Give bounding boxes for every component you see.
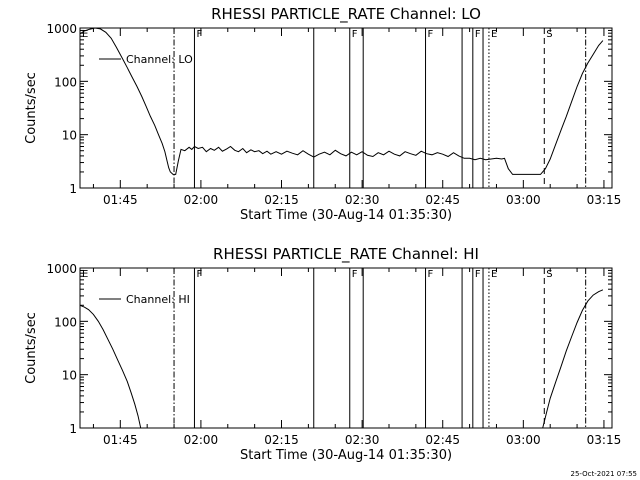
footer-timestamp: 25-Oct-2021 07:55 (571, 470, 637, 478)
event-label: F (352, 29, 358, 40)
series-line (542, 289, 604, 428)
series-line (80, 304, 142, 428)
event-label: S (546, 29, 552, 40)
event-label: F (475, 269, 481, 280)
y-tick-label: 10 (62, 369, 77, 383)
x-tick-label: 02:45 (425, 433, 460, 447)
event-label: F (352, 269, 358, 280)
chart-title: RHESSI PARTICLE_RATE Channel: HI (213, 245, 479, 264)
x-tick-label: 02:00 (184, 433, 219, 447)
corner-label: E (82, 269, 88, 280)
event-label: F (475, 29, 481, 40)
plot-frame (79, 267, 613, 429)
event-label: F (428, 29, 434, 40)
y-tick-label: 100 (54, 315, 77, 329)
x-tick-label: 02:00 (184, 193, 219, 207)
legend-label: Channel: LO (126, 53, 193, 66)
chart-title: RHESSI PARTICLE_RATE Channel: LO (211, 5, 481, 24)
plot-area (80, 28, 604, 188)
event-label: F (196, 269, 202, 280)
chart-panel-0: RHESSI PARTICLE_RATE Channel: LOF F F F E SE0… (24, 5, 621, 223)
plot-frame (79, 27, 613, 189)
x-tick-label: 01:45 (103, 433, 138, 447)
event-label: E (491, 29, 497, 40)
event-label: F (196, 29, 202, 40)
y-axis-label: Counts/sec (24, 72, 39, 144)
x-tick-label: 02:15 (264, 433, 299, 447)
x-axis-label: Start Time (30-Aug-14 01:35:30) (240, 448, 452, 463)
corner-label: E (82, 29, 88, 40)
event-label: F (428, 269, 434, 280)
x-axis-label: Start Time (30-Aug-14 01:35:30) (240, 208, 452, 223)
x-tick-label: 03:00 (506, 193, 541, 207)
event-label: E (491, 269, 497, 280)
x-tick-label: 03:15 (587, 193, 622, 207)
y-tick-label: 1 (69, 182, 77, 196)
x-tick-label: 03:15 (587, 433, 622, 447)
x-tick-label: 02:15 (264, 193, 299, 207)
y-tick-label: 1000 (46, 262, 77, 276)
y-tick-label: 10 (62, 129, 77, 143)
chart-panel-1: RHESSI PARTICLE_RATE Channel: HIF F F F E SE0… (24, 245, 621, 463)
x-tick-label: 02:45 (425, 193, 460, 207)
x-tick-label: 02:30 (345, 193, 380, 207)
series-line (80, 28, 604, 175)
x-tick-label: 03:00 (506, 433, 541, 447)
y-tick-label: 1000 (46, 22, 77, 36)
y-tick-label: 1 (69, 422, 77, 436)
legend-label: Channel: HI (126, 293, 190, 306)
y-axis-label: Counts/sec (24, 312, 39, 384)
x-tick-label: 02:30 (345, 433, 380, 447)
y-tick-label: 100 (54, 75, 77, 89)
chart-panels: RHESSI PARTICLE_RATE Channel: LOF F F F E SE0… (24, 5, 621, 463)
plot-area (80, 268, 604, 428)
event-label: S (546, 269, 552, 280)
x-tick-label: 01:45 (103, 193, 138, 207)
